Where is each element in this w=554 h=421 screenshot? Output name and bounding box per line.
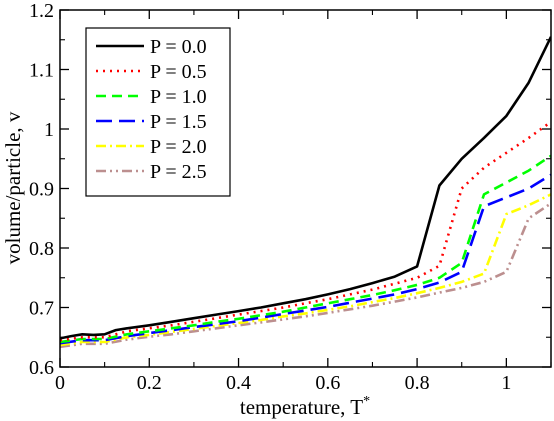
legend: P = 0.0 P = 0.5 P = 1.0 P = 1.5 P = 2.0 P = 2… (85, 27, 231, 197)
series-line-20 (60, 193, 551, 347)
series-line-15 (60, 173, 551, 345)
y-tick-label: 0.8 (29, 238, 54, 260)
series-layer (60, 36, 551, 349)
x-axis-label-text: temperature, T (240, 395, 363, 419)
y-tick-label: 0.9 (29, 179, 54, 201)
legend-label: P = 1.5 (150, 111, 207, 133)
x-tick-label: 0.2 (137, 372, 162, 394)
x-tick-label: 1 (501, 372, 511, 394)
axes-layer: 0 0.2 0.4 0.6 0.8 1 0.6 0.7 0.8 0.9 1 1.1 1.2 (29, 0, 552, 394)
x-tick-label: 0.8 (405, 372, 430, 394)
y-tick-label: 0.6 (29, 357, 54, 379)
y-tick-label: 1.2 (29, 0, 54, 22)
legend-label: P = 0.0 (150, 36, 207, 58)
series-line-10 (60, 154, 551, 344)
series-line-25 (60, 202, 551, 349)
legend-label: P = 0.5 (150, 61, 207, 83)
x-axis-label: temperature, T* (240, 394, 370, 419)
legend-box (85, 27, 231, 197)
y-tick-label: 0.7 (29, 298, 54, 320)
y-tick-label: 1 (44, 119, 54, 141)
y-tick-label: 1.1 (29, 60, 54, 82)
y-axis-label: volume/particle, v (1, 111, 25, 264)
x-axis-label-superscript: * (363, 394, 370, 409)
legend-label: P = 1.0 (150, 86, 207, 108)
series-line-00 (60, 36, 551, 340)
legend-label: P = 2.5 (150, 161, 207, 183)
x-tick-label: 0 (55, 372, 65, 394)
x-tick-label: 0.4 (226, 372, 251, 394)
x-tick-label: 0.6 (315, 372, 340, 394)
legend-label: P = 2.0 (150, 136, 207, 158)
